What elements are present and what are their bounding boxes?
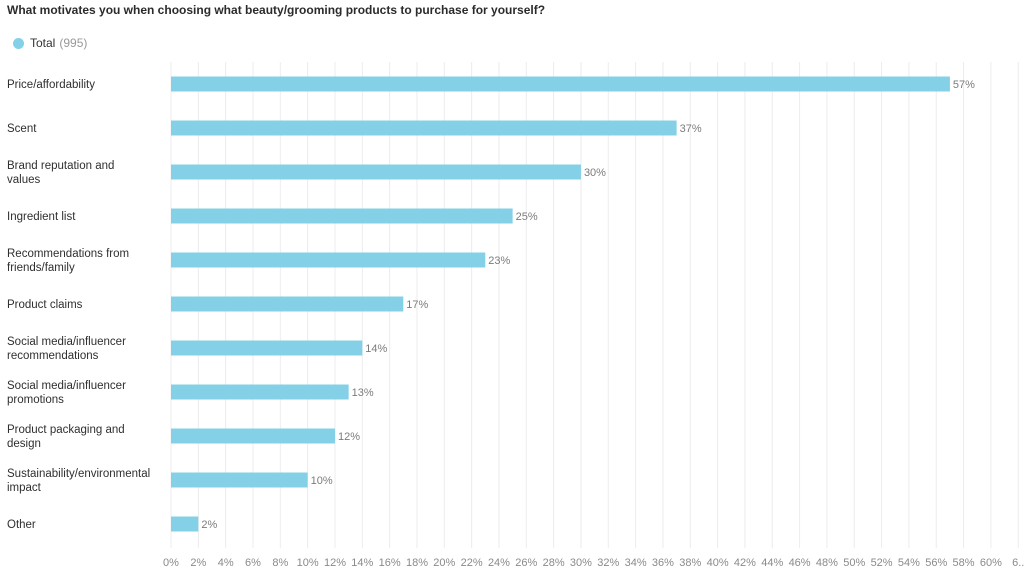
x-tick-label: 48% <box>816 557 838 569</box>
data-label: 57% <box>953 79 975 91</box>
data-label: 12% <box>338 431 360 443</box>
x-tick-label: 50% <box>843 557 865 569</box>
x-tick-label: 22% <box>461 557 483 569</box>
x-tick-label: 28% <box>543 557 565 569</box>
x-tick-label: 16% <box>379 557 401 569</box>
x-tick-label: 12% <box>324 557 346 569</box>
x-tick-label: 52% <box>871 557 893 569</box>
bar[interactable] <box>171 208 513 224</box>
x-tick-label: 36% <box>652 557 674 569</box>
data-label: 23% <box>488 255 510 267</box>
x-tick-label: 6% <box>245 557 261 569</box>
data-label: 2% <box>201 519 217 531</box>
x-tick-label: 56% <box>925 557 947 569</box>
legend-series-count: 995 <box>59 36 87 50</box>
x-tick-label: 14% <box>351 557 373 569</box>
data-label: 14% <box>365 343 387 355</box>
x-tick-label: 8% <box>272 557 288 569</box>
x-tick-label: 26% <box>515 557 537 569</box>
bar[interactable] <box>171 76 950 92</box>
bar[interactable] <box>171 472 308 488</box>
category-label: Recommendations from friends/family <box>7 248 129 274</box>
x-tick-label: 58% <box>953 557 975 569</box>
bar[interactable] <box>171 516 199 532</box>
category-label: Price/affordability <box>7 79 95 91</box>
bar[interactable] <box>171 384 349 400</box>
x-tick-label: 38% <box>679 557 701 569</box>
x-tick-label: 32% <box>597 557 619 569</box>
x-tick-label: 4% <box>218 557 234 569</box>
bar[interactable] <box>171 164 581 180</box>
x-tick-label: 40% <box>707 557 729 569</box>
x-tick-label: 54% <box>898 557 920 569</box>
category-label: Brand reputation and values <box>7 160 114 186</box>
x-tick-label: 60% <box>980 557 1002 569</box>
bar[interactable] <box>171 340 363 356</box>
category-label: Ingredient list <box>7 211 76 223</box>
x-tick-label: 44% <box>761 557 783 569</box>
x-tick-label: 6.. <box>1012 557 1024 569</box>
chart-title: What motivates you when choosing what be… <box>7 3 546 17</box>
category-label: Social media/influencer promotions <box>7 380 126 406</box>
x-tick-label: 2% <box>190 557 206 569</box>
x-tick-label: 30% <box>570 557 592 569</box>
category-label: Social media/influencer recommendations <box>7 336 126 362</box>
data-label: 17% <box>406 299 428 311</box>
category-label: Sustainability/environmental impact <box>7 468 150 494</box>
x-tick-label: 0% <box>163 557 179 569</box>
x-tick-label: 42% <box>734 557 756 569</box>
data-label: 13% <box>352 387 374 399</box>
category-label: Other <box>7 519 36 531</box>
x-tick-label: 18% <box>406 557 428 569</box>
data-label: 37% <box>680 123 702 135</box>
data-label: 25% <box>516 211 538 223</box>
x-tick-label: 10% <box>297 557 319 569</box>
x-tick-label: 20% <box>433 557 455 569</box>
category-label: Product claims <box>7 299 83 311</box>
legend-swatch <box>13 37 24 49</box>
category-label: Product packaging and design <box>7 424 125 450</box>
x-tick-label: 46% <box>789 557 811 569</box>
bar[interactable] <box>171 296 404 312</box>
category-label: Scent <box>7 123 37 135</box>
x-tick-label: 24% <box>488 557 510 569</box>
bar[interactable] <box>171 120 677 136</box>
x-tick-label: 34% <box>625 557 647 569</box>
legend[interactable]: Total 995 <box>13 36 87 50</box>
bar[interactable] <box>171 428 335 444</box>
legend-series-name: Total <box>30 36 56 50</box>
data-label: 30% <box>584 167 606 179</box>
bar[interactable] <box>171 252 486 268</box>
data-label: 10% <box>311 475 333 487</box>
